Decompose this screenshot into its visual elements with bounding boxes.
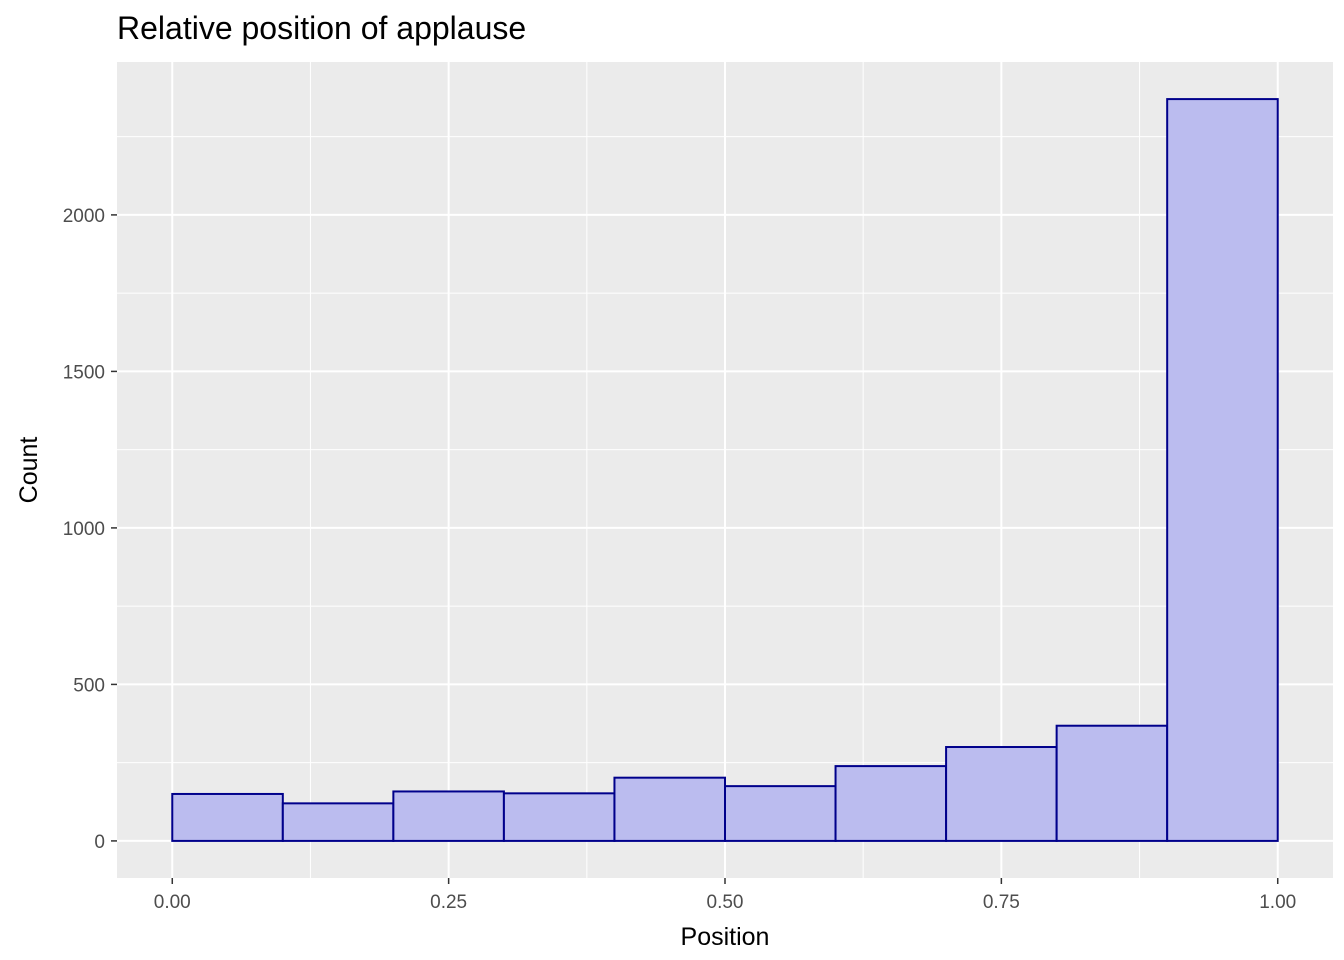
x-tick-label: 1.00: [1259, 892, 1296, 913]
chart-title: Relative position of applause: [117, 10, 527, 46]
histogram-bar-7: [834, 765, 948, 842]
y-tick-label: 1000: [63, 519, 105, 540]
x-axis: 0.00 0.25 0.50 0.75 1.00: [154, 878, 1296, 913]
histogram-bar-10: [1166, 98, 1279, 842]
x-tick-label: 0.25: [430, 892, 467, 913]
histogram-bar-3: [392, 790, 505, 842]
y-tick-label: 1500: [63, 362, 105, 383]
y-axis-title: Count: [15, 437, 43, 504]
histogram-bar-9: [1055, 724, 1169, 842]
histogram-bars: [171, 98, 1279, 842]
histogram-bar-2: [281, 802, 395, 842]
x-axis-title: Position: [681, 923, 770, 951]
x-tick-label: 0.00: [154, 892, 191, 913]
histogram-bar-1: [171, 792, 284, 842]
y-tick-label: 0: [94, 832, 105, 853]
histogram-bar-5: [613, 776, 726, 842]
x-tick-label: 0.50: [707, 892, 744, 913]
y-tick-label: 2000: [63, 206, 105, 227]
histogram-bar-6: [724, 785, 837, 842]
y-tick-label: 500: [73, 675, 105, 696]
y-axis: 0 500 1000 1500 2000: [63, 206, 117, 853]
histogram-bar-8: [945, 746, 1058, 842]
histogram-bar-4: [502, 792, 616, 842]
x-tick-label: 0.75: [983, 892, 1020, 913]
